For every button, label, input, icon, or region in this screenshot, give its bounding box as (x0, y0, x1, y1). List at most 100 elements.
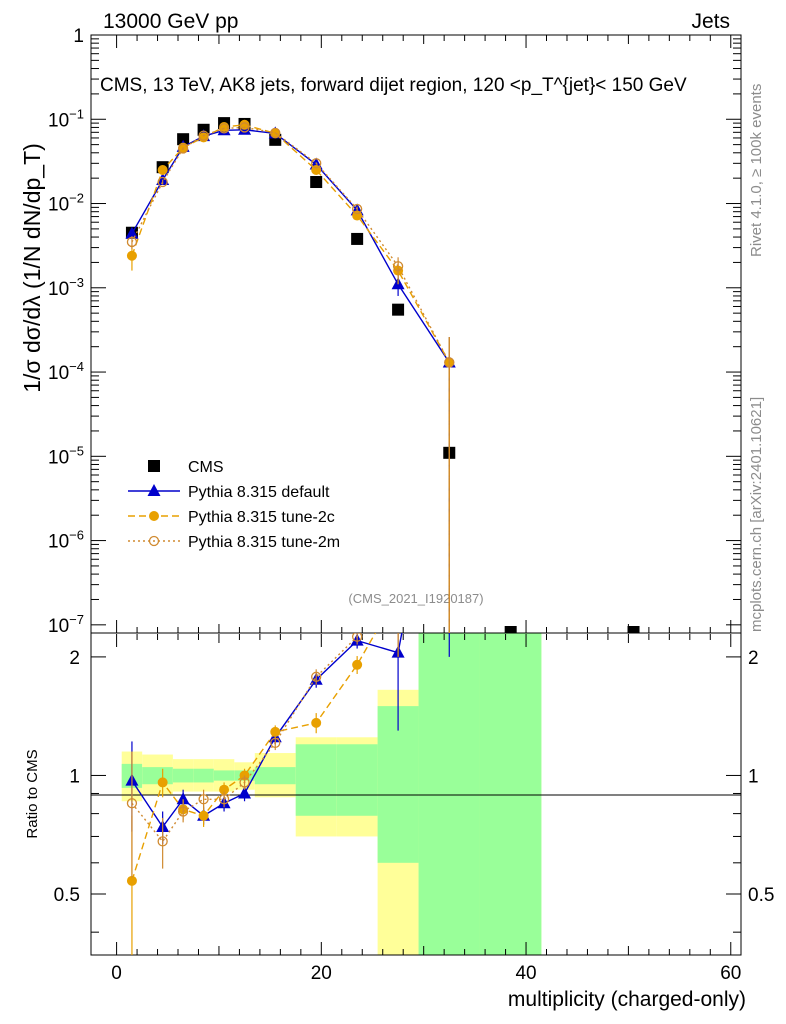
y-tick-label: 1 (73, 26, 84, 47)
side-label-rivet-text: Rivet 4.1.0, ≥ 100k events (748, 84, 765, 257)
ratio-y-tick-label-right: 2 (748, 648, 759, 669)
legend-label: Pythia 8.315 default (188, 484, 330, 501)
ratio-y-tick-label: 1 (69, 766, 80, 787)
band-stat-bin (336, 744, 378, 816)
legend-label: CMS (188, 459, 224, 476)
ratio-point-tune2m (157, 836, 168, 847)
x-tick-label: 60 (720, 963, 741, 984)
band-stat-bin (254, 767, 296, 785)
chart-title: CMS, 13 TeV, AK8 jets, forward dijet reg… (100, 75, 687, 96)
cms-point (310, 176, 323, 189)
series-point-tune2m (198, 130, 209, 141)
ratio-point-tune2c (126, 875, 137, 886)
ratio-frame (90, 632, 742, 956)
series-point-tune2c (126, 250, 137, 261)
series-point-tune2m (177, 143, 189, 154)
x-tick-label: 40 (515, 963, 536, 984)
band-stat-bin (213, 770, 235, 781)
ratio-point-tune2m (351, 633, 363, 642)
band-stat-bin (418, 633, 480, 955)
ratio-y-label: Ratio to CMS (24, 749, 41, 838)
y-tick-label: 10−3 (48, 275, 84, 300)
ratio-point-tune2c (157, 777, 168, 788)
ratio-uncertainty-bands (121, 633, 542, 955)
legend: CMS Pythia 8.315 default Pythia 8.315 tune… (128, 459, 340, 551)
legend-label: Pythia 8.315 tune-2c (188, 509, 335, 526)
band-stat-bin (142, 767, 173, 785)
ratio-y-tick-label-right: 0.5 (748, 885, 774, 906)
band-stat-bin (172, 768, 194, 783)
x-tick-label: 0 (111, 963, 122, 984)
y-tick-label: 10−7 (48, 612, 84, 637)
main-y-label-text: 1/σ dσ/dλ (1/N dN/dp_T) (19, 143, 45, 393)
ratio-point-tune2m (270, 737, 281, 748)
ratio-plot-data (125, 577, 450, 955)
axis-ticks: 0 20 40 60 1 10−1 10−2 10−3 10−4 10−5 10−6 10−7 0.5 0… (48, 26, 774, 984)
ratio-point-tune2m (218, 794, 230, 805)
side-label-mcplots-text: mcplots.cern.ch [arXiv:2401.10621] (748, 397, 765, 632)
ratio-point-tune2c (219, 784, 230, 795)
y-tick-label: 10−1 (48, 106, 84, 131)
series-point-tune2m (311, 158, 322, 169)
series-point-default (125, 226, 139, 239)
series-line-tune2m (131, 126, 450, 633)
ratio-point-tune2m (126, 798, 138, 809)
cms-point (627, 626, 640, 633)
ratio-y-tick-label-right: 1 (748, 766, 759, 787)
ratio-line-tune2c (131, 633, 377, 882)
series-point-tune2m (218, 123, 230, 134)
x-tick-label: 20 (311, 963, 332, 984)
ratio-y-tick-label: 0.5 (54, 885, 80, 906)
side-label-rivet: Rivet 4.1.0, ≥ 100k events (748, 84, 765, 257)
series-point-tune2m (351, 203, 363, 215)
cms-point (392, 303, 405, 316)
side-label-mcplots: mcplots.cern.ch [arXiv:2401.10621] (748, 397, 765, 632)
band-stat-bin (377, 706, 419, 863)
ratio-point-tune2m (239, 777, 250, 788)
ratio-point-tune2c (352, 659, 363, 670)
ratio-y-label-text: Ratio to CMS (24, 749, 41, 838)
series-point-tune2m (126, 236, 138, 248)
series-point-default (156, 173, 170, 186)
y-tick-label: 10−4 (48, 359, 84, 384)
y-tick-label: 10−2 (48, 191, 84, 216)
series-point-tune2m (239, 122, 250, 133)
main-plot-data (125, 117, 640, 633)
ratio-point-tune2m (177, 806, 189, 817)
ratio-point-tune2m (311, 671, 322, 682)
cms-point (351, 232, 364, 245)
x-axis-label: multiplicity (charged-only) (508, 988, 746, 1011)
band-stat-bin (193, 768, 214, 783)
series-point-tune2m (157, 176, 168, 188)
ratio-point-tune2m (198, 794, 209, 805)
legend-marker-cms (148, 460, 160, 472)
legend-label: Pythia 8.315 tune-2m (188, 534, 340, 551)
ratio-point-default (176, 792, 190, 805)
cms-point (504, 626, 517, 633)
legend-marker-tune2c (149, 511, 159, 521)
ratio-point-tune2c (198, 810, 209, 821)
chart-title-text: CMS, 13 TeV, AK8 jets, forward dijet reg… (100, 75, 687, 96)
ratio-point-tune2c (270, 726, 281, 737)
band-stat-bin (295, 744, 337, 816)
legend-marker-default (147, 484, 161, 496)
analysis-watermark: (CMS_2021_I1920187) (348, 591, 483, 606)
series-point-tune2m (270, 127, 281, 138)
ratio-point-default (238, 786, 252, 799)
legend-marker-tune2m (148, 535, 160, 547)
header-energy: 13000 GeV pp (103, 10, 238, 33)
series-point-tune2c (157, 164, 168, 175)
cms-point (177, 133, 190, 146)
ratio-y-tick-label: 2 (69, 648, 80, 669)
y-tick-label: 10−5 (48, 443, 84, 468)
main-y-label: 1/σ dσ/dλ (1/N dN/dp_T) (19, 143, 45, 393)
band-stat-bin (479, 633, 542, 955)
series-line-default (131, 129, 450, 633)
ratio-point-tune2c (311, 717, 322, 728)
series-line-tune2c (131, 124, 450, 633)
y-tick-label: 10−6 (48, 528, 84, 553)
header-category: Jets (691, 10, 730, 33)
ratio-point-tune2m (394, 577, 403, 586)
series-point-tune2m (444, 357, 455, 368)
